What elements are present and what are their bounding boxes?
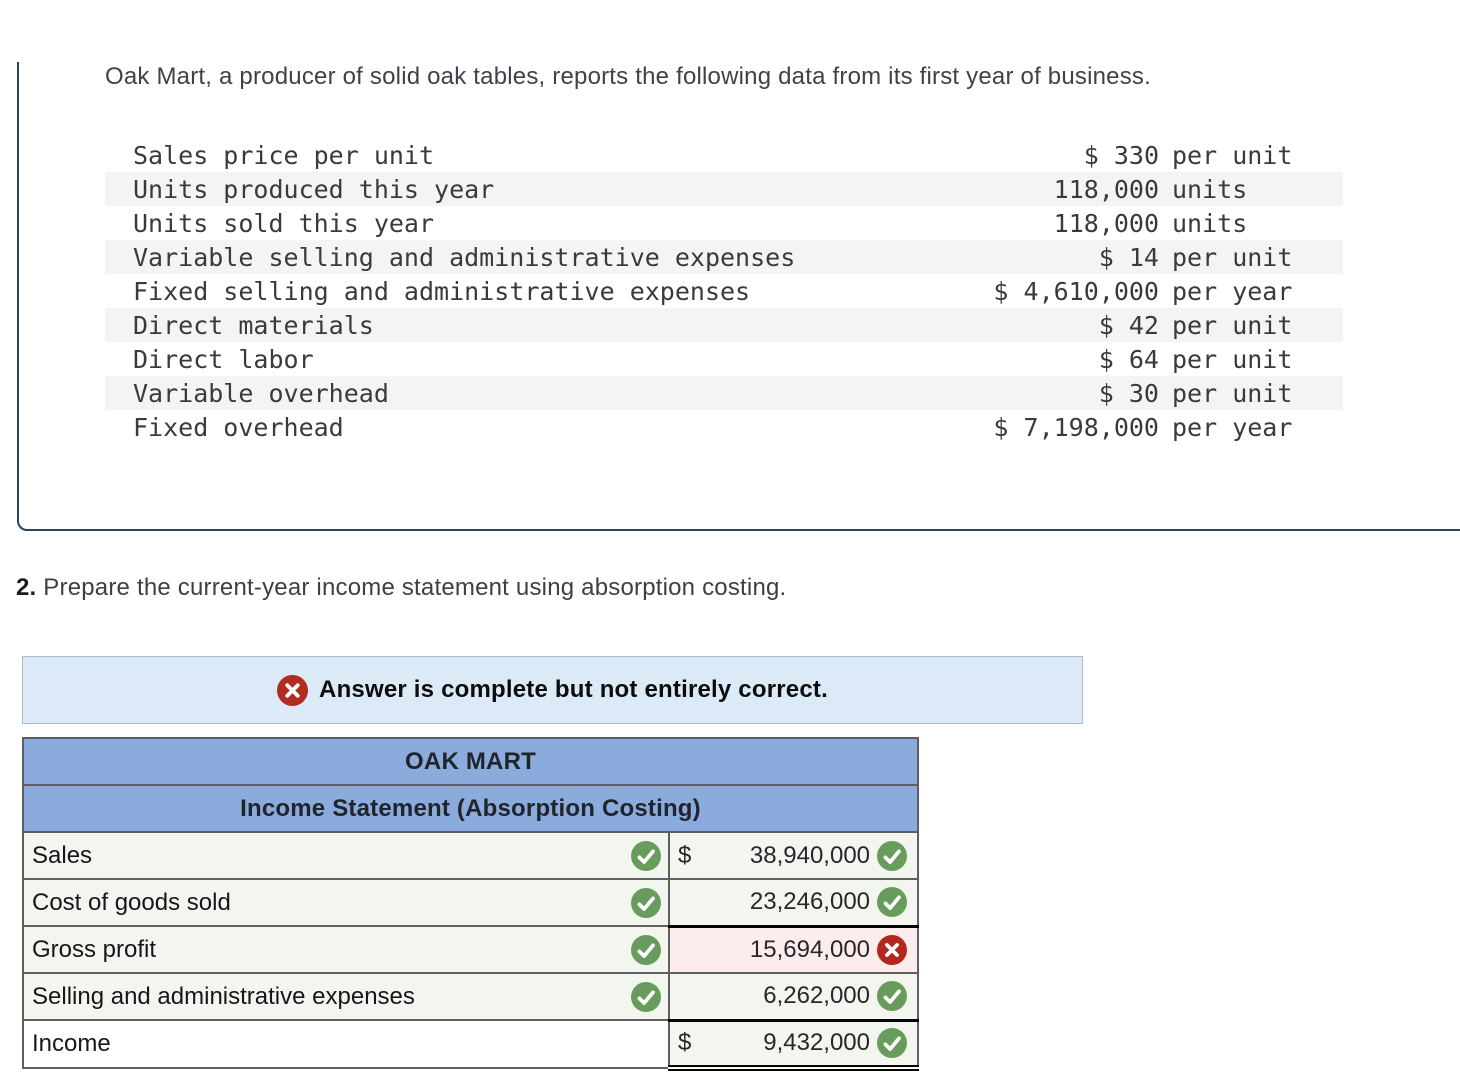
value-cell-sales[interactable]: $ 38,940,000 (667, 831, 920, 880)
label-cell-gross-profit[interactable]: Gross profit (22, 925, 670, 974)
row-amount: $ 64 (1098, 344, 1159, 374)
statement-row-cogs: Cost of goods sold 23,246,000 (22, 878, 920, 927)
table-row: Units produced this year 118,000 units (105, 172, 1343, 206)
x-circle-icon (277, 674, 309, 706)
table-row: Variable overhead $ 30 per unit (105, 376, 1343, 410)
row-unit: per unit (1172, 242, 1293, 272)
row-label: Cost of goods sold (32, 888, 231, 916)
value-cell-gross-profit[interactable]: 15,694,000 (667, 924, 920, 974)
label-cell-sales[interactable]: Sales (22, 831, 670, 880)
table-row: Sales price per unit $ 330 per unit (105, 138, 1343, 172)
statement-row-income: Income $ 9,432,000 (22, 1018, 920, 1071)
row-label: Variable selling and administrative expe… (133, 242, 796, 272)
feedback-message: Answer is complete but not entirely corr… (319, 676, 828, 703)
statement-title: OAK MART (21, 737, 920, 786)
row-label: Sales price per unit (133, 140, 435, 170)
value-cell-income[interactable]: $ 9,432,000 (667, 1018, 920, 1071)
value-cell-cogs[interactable]: 23,246,000 (667, 878, 920, 927)
row-amount: 23,246,000 (749, 888, 871, 916)
row-amount: $ 4,610,000 (993, 276, 1159, 306)
row-amount: 38,940,000 (749, 841, 871, 869)
table-row: Units sold this year 118,000 units (105, 206, 1343, 240)
problem-card: Oak Mart, a producer of solid oak tables… (17, 62, 1460, 531)
given-data-table: Sales price per unit $ 330 per unit Unit… (105, 138, 1343, 444)
currency-symbol: $ (678, 1029, 692, 1056)
question-body: Prepare the current-year income statemen… (43, 574, 787, 601)
row-label: Units produced this year (133, 174, 495, 204)
label-cell-cogs[interactable]: Cost of goods sold (22, 878, 670, 927)
row-amount: 118,000 (1053, 174, 1159, 204)
row-label: Gross profit (32, 935, 157, 963)
check-circle-icon (631, 840, 661, 871)
row-unit: units (1172, 174, 1248, 204)
table-row: Fixed selling and administrative expense… (105, 274, 1343, 308)
question-text: 2. Prepare the current-year income state… (16, 574, 786, 602)
row-unit: per year (1172, 276, 1293, 306)
label-cell-income[interactable]: Income (22, 1019, 670, 1069)
statement-row-sales: Sales $ 38,940,000 (22, 831, 920, 880)
row-amount: 118,000 (1053, 208, 1159, 238)
table-row: Fixed overhead $ 7,198,000 per year (105, 410, 1343, 444)
income-statement-table: OAK MART Income Statement (Absorption Co… (21, 737, 920, 1071)
row-amount: 9,432,000 (763, 1029, 871, 1056)
check-circle-icon (631, 934, 661, 965)
row-unit: per year (1172, 412, 1293, 442)
table-row: Variable selling and administrative expe… (105, 240, 1343, 274)
row-amount: $ 7,198,000 (993, 412, 1159, 442)
statement-subtitle-row: Income Statement (Absorption Costing) (21, 784, 920, 833)
row-label: Direct materials (133, 310, 374, 340)
check-circle-icon (877, 840, 908, 871)
table-row: Direct materials $ 42 per unit (105, 308, 1343, 342)
check-circle-icon (877, 887, 908, 918)
check-circle-icon (631, 981, 661, 1012)
row-unit: units (1172, 208, 1248, 238)
row-label: Direct labor (133, 344, 314, 374)
x-circle-icon (877, 934, 908, 965)
row-unit: per unit (1172, 140, 1293, 170)
row-unit: per unit (1172, 344, 1293, 374)
problem-statement: Oak Mart, a producer of solid oak tables… (105, 63, 1152, 90)
check-circle-icon (877, 981, 908, 1012)
row-unit: per unit (1172, 378, 1293, 408)
row-amount: 6,262,000 (763, 982, 871, 1010)
statement-row-gross-profit: Gross profit 15,694,000 (22, 924, 920, 974)
row-label: Fixed overhead (133, 412, 344, 442)
row-unit: per unit (1172, 310, 1293, 340)
statement-row-sga: Selling and administrative expenses 6,26… (22, 972, 920, 1021)
question-number: 2. (16, 574, 37, 601)
check-circle-icon (877, 1028, 908, 1058)
row-label: Fixed selling and administrative expense… (133, 276, 751, 306)
check-circle-icon (631, 887, 661, 918)
row-label: Income (32, 1029, 111, 1057)
statement-subtitle: Income Statement (Absorption Costing) (21, 784, 920, 833)
row-amount: $ 330 (1083, 140, 1159, 170)
row-amount: $ 42 (1098, 310, 1159, 340)
statement-title-row: OAK MART (21, 737, 920, 786)
label-cell-sga[interactable]: Selling and administrative expenses (22, 972, 670, 1021)
row-amount: $ 30 (1098, 378, 1159, 408)
row-label: Sales (32, 841, 93, 869)
row-label: Units sold this year (133, 208, 435, 238)
row-label: Selling and administrative expenses (32, 982, 415, 1010)
feedback-banner: Answer is complete but not entirely corr… (22, 656, 1083, 724)
row-amount: $ 14 (1098, 242, 1159, 272)
row-label: Variable overhead (133, 378, 389, 408)
currency-symbol: $ (678, 841, 692, 869)
value-cell-sga[interactable]: 6,262,000 (667, 972, 920, 1021)
row-amount: 15,694,000 (749, 935, 871, 963)
table-row: Direct labor $ 64 per unit (105, 342, 1343, 376)
